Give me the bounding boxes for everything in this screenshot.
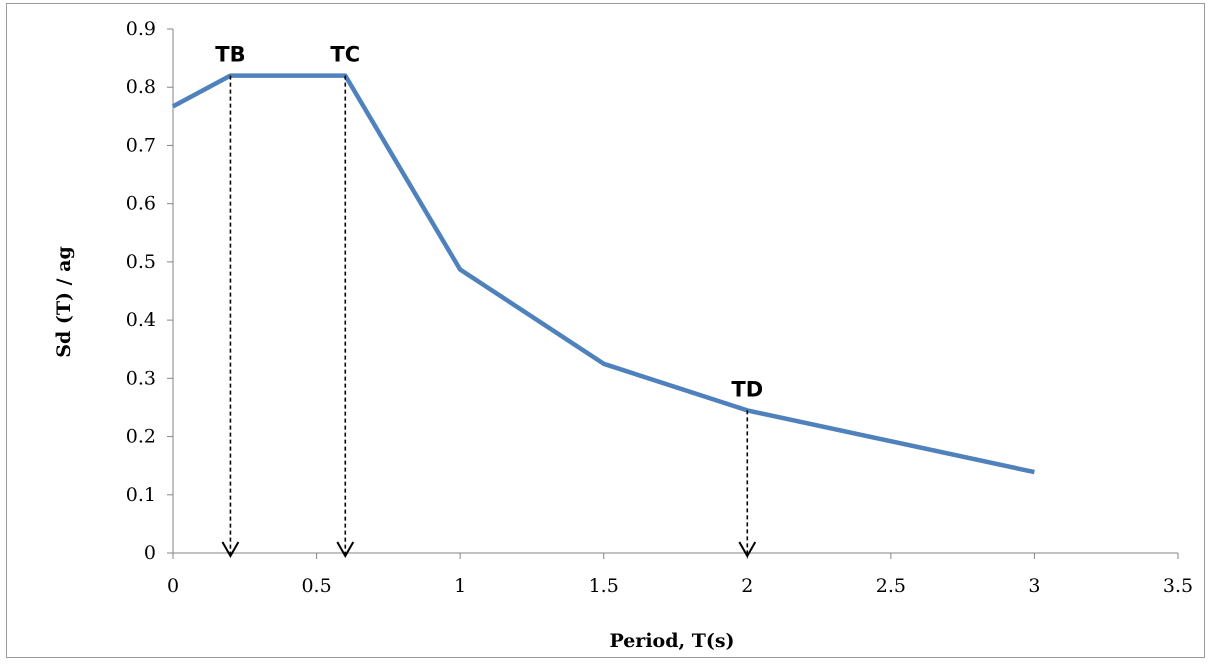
- marker-arrow-head: [738, 541, 757, 559]
- y-tick-label: 0.8: [126, 76, 156, 98]
- x-tick-label: 1.5: [589, 575, 619, 597]
- x-tick-label: 2: [741, 575, 753, 597]
- y-tick-label: 0.6: [126, 193, 156, 215]
- y-tick-label: 0.1: [126, 484, 156, 506]
- marker-arrow-head: [221, 541, 240, 559]
- axes: [167, 28, 1179, 559]
- x-tick-label: 3: [1028, 575, 1040, 597]
- x-axis-title: Period, T(s): [609, 630, 734, 652]
- y-tick-label: 0.7: [126, 134, 156, 156]
- x-tick-label: 0: [167, 575, 179, 597]
- y-tick-label: 0.9: [126, 18, 156, 40]
- tick-labels: 0 0.1 0.2 0.3 0.4 0.5 0.6 0.7 0.8 0.9 0 0.5 1 1.5 2 2.5…: [126, 18, 1193, 597]
- marker-label-tb: TB: [215, 43, 245, 67]
- marker-label-td: TD: [731, 377, 763, 401]
- y-tick-label: 0.4: [126, 309, 156, 331]
- x-tick-label: 0.5: [301, 575, 331, 597]
- chart-frame: [6, 3, 1205, 658]
- series-line: [171, 73, 1035, 475]
- x-tick-label: 3.5: [1163, 575, 1193, 597]
- y-tick-label: 0.2: [126, 426, 156, 448]
- y-axis-title: Sd (T) / ag: [53, 246, 75, 358]
- x-tick-label: 1: [454, 575, 466, 597]
- marker-label-tc: TC: [330, 43, 360, 67]
- x-tick-label: 2.5: [876, 575, 906, 597]
- series: [171, 73, 1035, 475]
- y-tick-label: 0.5: [126, 251, 156, 273]
- y-tick-label: 0: [144, 542, 156, 564]
- y-tick-label: 0.3: [126, 367, 156, 389]
- marker-arrow-head: [336, 541, 355, 559]
- annotations: TB TC TD: [215, 43, 763, 559]
